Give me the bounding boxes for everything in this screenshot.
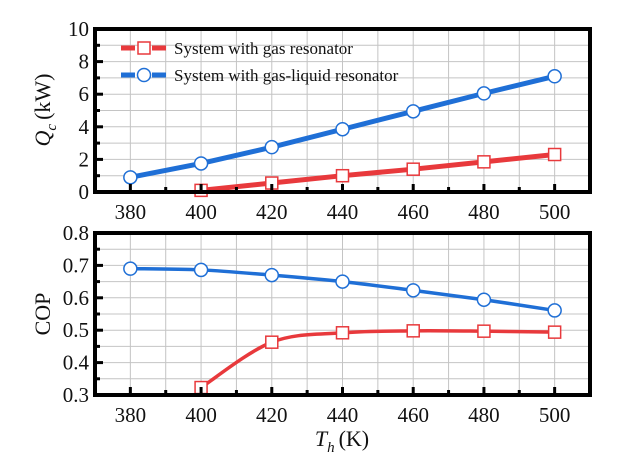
x-tick-label: 440 <box>327 403 359 427</box>
data-point-circle <box>476 292 492 307</box>
x-tick-label: 420 <box>256 200 288 224</box>
bottom-panel-cop: 380 400 420 440 460 480 500 0.3 0.4 0.5 0.6 0.7 0.8 <box>63 221 592 427</box>
top-ylabel-unit: (kW) <box>30 74 55 120</box>
data-point-circle <box>264 139 280 155</box>
data-point-circle <box>476 86 492 101</box>
legend-item-0: System with gas resonator <box>121 39 353 58</box>
legend-marker-circle <box>136 67 152 83</box>
x-tick-label: 400 <box>185 403 217 427</box>
data-point-circle <box>335 274 350 289</box>
y-tick-label: 4 <box>79 115 90 139</box>
x-tick-label: 480 <box>468 200 500 224</box>
data-point-circle <box>547 303 562 318</box>
data-point-circle <box>405 104 421 119</box>
y-tick-label: 10 <box>68 17 89 41</box>
x-tick-label: 440 <box>327 200 359 224</box>
x-tick-label: 500 <box>539 403 571 427</box>
top-panel-qc: 380 400 420 440 460 480 500 0 2 4 6 8 10 System with … <box>68 17 592 224</box>
y-tick-label: 0.3 <box>63 383 89 407</box>
x-tick-label: 500 <box>539 200 571 224</box>
data-point-square <box>547 325 562 339</box>
x-tick-label: 480 <box>468 403 500 427</box>
y-tick-label: 0.6 <box>63 286 89 310</box>
bottom-xlabel: Th (K) <box>315 426 369 456</box>
y-tick-label: 8 <box>79 50 90 74</box>
data-point-circle <box>264 267 280 283</box>
legend-item-1: System with gas-liquid resonator <box>121 66 399 85</box>
data-point-square <box>265 335 279 349</box>
data-point-circle <box>405 283 421 298</box>
y-tick-label: 2 <box>79 147 90 171</box>
y-tick-label: 0 <box>79 180 90 204</box>
x-tick-label: 460 <box>397 403 429 427</box>
xlabel-main: T <box>315 426 329 451</box>
bottom-ylabel: COP <box>30 293 55 336</box>
xlabel-sub: h <box>327 440 335 456</box>
x-tick-label: 380 <box>115 200 147 224</box>
top-ylabel-sub: c <box>44 124 60 131</box>
top-ylabel: Qc (kW) <box>30 74 60 147</box>
series-line-0 <box>200 152 555 193</box>
data-point-square <box>335 326 350 340</box>
data-point-circle <box>193 262 209 278</box>
y-tick-label: 0.8 <box>63 221 89 245</box>
y-tick-label: 0.4 <box>63 351 90 375</box>
x-tick-label: 400 <box>185 200 217 224</box>
y-tick-label: 0.7 <box>63 253 89 277</box>
legend-marker-square <box>137 41 151 55</box>
data-point-square <box>406 324 420 338</box>
data-point-circle <box>123 170 138 185</box>
top-ylabel-main: Q <box>30 130 55 146</box>
data-point-square <box>547 147 562 162</box>
data-point-square <box>477 324 491 338</box>
x-tick-label: 380 <box>115 403 147 427</box>
x-tick-label: 460 <box>397 200 429 224</box>
data-point-circle <box>547 69 562 84</box>
xlabel-unit: (K) <box>339 426 370 451</box>
y-tick-label: 0.5 <box>63 318 89 342</box>
x-tick-label: 420 <box>256 403 288 427</box>
data-point-circle <box>123 261 138 276</box>
legend-label: System with gas-liquid resonator <box>174 66 399 85</box>
data-point-square <box>335 168 350 183</box>
data-point-square <box>477 155 491 169</box>
data-point-circle <box>193 156 209 171</box>
data-point-circle <box>335 121 350 137</box>
data-point-square <box>406 162 420 176</box>
y-tick-label: 6 <box>79 82 90 106</box>
legend-label: System with gas resonator <box>174 39 353 58</box>
